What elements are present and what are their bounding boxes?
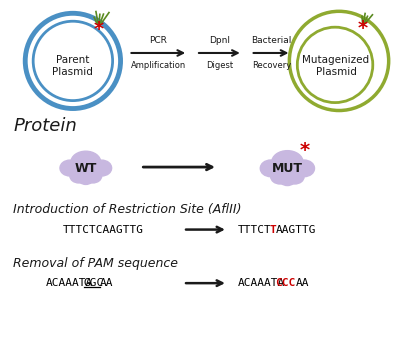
Ellipse shape [60, 160, 80, 176]
Text: MUT: MUT [272, 162, 303, 175]
Text: Recovery: Recovery [252, 61, 291, 70]
Ellipse shape [272, 151, 303, 174]
Text: Mutagenized
Plasmid: Mutagenized Plasmid [302, 55, 370, 77]
Ellipse shape [84, 169, 102, 183]
Text: Removal of PAM sequence: Removal of PAM sequence [13, 257, 178, 270]
Text: CCC: CCC [276, 278, 296, 288]
Text: Digest: Digest [206, 61, 234, 70]
Text: ACAAATA: ACAAATA [46, 278, 93, 288]
Ellipse shape [271, 169, 290, 184]
Text: T: T [270, 225, 276, 234]
Ellipse shape [70, 169, 88, 183]
Text: *: * [299, 141, 309, 160]
Ellipse shape [260, 160, 281, 177]
Text: DpnI: DpnI [209, 36, 230, 45]
Ellipse shape [92, 160, 112, 176]
Text: AA: AA [100, 278, 113, 288]
Ellipse shape [294, 160, 314, 177]
Ellipse shape [71, 151, 101, 173]
Text: Parent
Plasmid: Parent Plasmid [52, 55, 93, 77]
Text: AAGTTG: AAGTTG [276, 225, 316, 234]
Text: Bacterial: Bacterial [251, 36, 292, 45]
Text: TTTCTCAAGTTG: TTTCTCAAGTTG [63, 225, 144, 234]
Text: Amplification: Amplification [131, 61, 186, 70]
Text: WT: WT [75, 162, 97, 175]
Ellipse shape [279, 172, 296, 186]
Text: Introduction of Restriction Site (AflII): Introduction of Restriction Site (AflII) [13, 203, 242, 216]
Text: TTTCT: TTTCT [238, 225, 272, 234]
Ellipse shape [78, 171, 94, 184]
Text: *: * [94, 20, 104, 39]
Ellipse shape [285, 169, 304, 184]
Text: AA: AA [295, 278, 309, 288]
Text: ACAAATA: ACAAATA [238, 278, 285, 288]
Text: PCR: PCR [149, 36, 167, 45]
Text: GGC: GGC [84, 278, 104, 288]
Text: *: * [358, 19, 368, 38]
Text: Protein: Protein [13, 118, 77, 136]
